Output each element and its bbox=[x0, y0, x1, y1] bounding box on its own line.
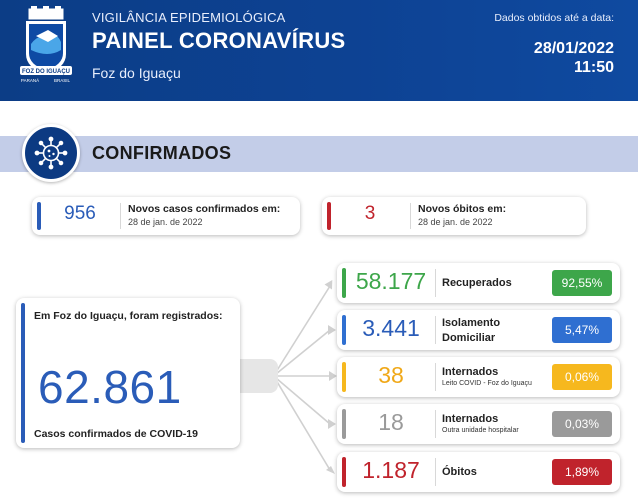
breakdown-percent: 92,55% bbox=[552, 270, 612, 296]
total-cases-card: Em Foz do Iguaçu, foram registrados: 62.… bbox=[16, 298, 240, 448]
breakdown-percent: 5,47% bbox=[552, 317, 612, 343]
data-timestamp: 28/01/2022 11:50 bbox=[534, 39, 614, 77]
divider bbox=[435, 410, 436, 438]
breakdown-percent: 0,06% bbox=[552, 364, 612, 390]
new-deaths-value: 3 bbox=[364, 203, 376, 224]
breakdown-value: 18 bbox=[378, 409, 404, 435]
total-cases-footer: Casos confirmados de COVID-19 bbox=[34, 428, 198, 440]
data-date: 28/01/2022 bbox=[533, 40, 614, 57]
breakdown-percent: 0,03% bbox=[552, 411, 612, 437]
card-accent-bar bbox=[342, 268, 346, 298]
crest-right-text: BRASIL bbox=[54, 78, 71, 83]
breakdown-label: Isolamento bbox=[442, 317, 501, 329]
breakdown-label: Internados bbox=[442, 413, 499, 425]
card-accent-bar bbox=[342, 409, 346, 439]
breakdown-value: 58.177 bbox=[355, 268, 427, 294]
new-deaths-card: 3 Novos óbitos em: 28 de jan. de 2022 bbox=[322, 197, 586, 235]
divider bbox=[435, 458, 436, 486]
breakdown-label: Internados bbox=[442, 366, 499, 378]
virus-icon bbox=[34, 136, 68, 170]
crest-text: FOZ DO IGUAÇU bbox=[22, 69, 70, 75]
data-time: 11:50 bbox=[573, 59, 614, 76]
divider bbox=[410, 203, 411, 229]
header: FOZ DO IGUAÇU PARANÁ BRASIL VIGILÂNCIA E… bbox=[0, 0, 638, 101]
divider bbox=[120, 203, 121, 229]
connector-line bbox=[275, 379, 331, 471]
page-title: PAINEL CORONAVÍRUS bbox=[92, 28, 346, 53]
connector-line bbox=[275, 285, 331, 373]
section-title: CONFIRMADOS bbox=[92, 143, 232, 163]
breakdown-percent: 1,89% bbox=[552, 459, 612, 485]
data-date-note: Dados obtidos até a data: bbox=[494, 12, 614, 24]
card-accent-bar bbox=[342, 457, 346, 487]
card-connector-tab bbox=[238, 359, 278, 393]
breakdown-label-line2: Domiciliar bbox=[442, 332, 496, 344]
breakdown-sublabel: Leito COVID - Foz do Iguaçu bbox=[442, 380, 532, 387]
card-accent-bar bbox=[21, 303, 25, 443]
breakdown-label: Óbitos bbox=[442, 466, 477, 478]
section-icon-badge bbox=[22, 124, 80, 182]
crest-left-text: PARANÁ bbox=[21, 77, 39, 83]
breakdown-label: Recuperados bbox=[442, 277, 512, 289]
header-city: Foz do Iguaçu bbox=[92, 65, 181, 81]
breakdown-value: 3.441 bbox=[362, 315, 420, 341]
new-cases-label: Novos casos confirmados em: bbox=[128, 203, 281, 215]
breakdown-card-hospitalized-other: 18 Internados Outra unidade hospitalar 0… bbox=[337, 404, 620, 444]
total-cases-label: Em Foz do Iguaçu, foram registrados: bbox=[34, 310, 223, 322]
card-accent-bar bbox=[342, 362, 346, 392]
city-crest-icon: FOZ DO IGUAÇU PARANÁ BRASIL bbox=[20, 6, 72, 83]
header-subtitle: VIGILÂNCIA EPIDEMIOLÓGICA bbox=[92, 10, 286, 25]
total-cases-value: 62.861 bbox=[38, 361, 182, 413]
breakdown-card-hospitalized-local: 38 Internados Leito COVID - Foz do Iguaç… bbox=[337, 357, 620, 397]
connector-line bbox=[275, 329, 331, 375]
breakdown-card-home-isolation: 3.441 Isolamento Domiciliar 5,47% bbox=[337, 310, 620, 350]
breakdown-card-deaths: 1.187 Óbitos 1,89% bbox=[337, 452, 620, 492]
connector-line bbox=[275, 377, 331, 425]
divider bbox=[435, 269, 436, 297]
breakdown-value: 1.187 bbox=[362, 457, 420, 483]
breakdown-sublabel: Outra unidade hospitalar bbox=[442, 427, 519, 434]
card-accent-bar bbox=[37, 202, 41, 230]
card-accent-bar bbox=[327, 202, 331, 230]
card-accent-bar bbox=[342, 315, 346, 345]
divider bbox=[435, 363, 436, 391]
new-cases-value: 956 bbox=[64, 203, 96, 224]
new-deaths-date: 28 de jan. de 2022 bbox=[418, 217, 493, 227]
breakdown-card-recovered: 58.177 Recuperados 92,55% bbox=[337, 263, 620, 303]
section-band bbox=[0, 136, 638, 172]
new-cases-card: 956 Novos casos confirmados em: 28 de ja… bbox=[32, 197, 300, 235]
new-deaths-label: Novos óbitos em: bbox=[418, 203, 507, 215]
breakdown-value: 38 bbox=[378, 362, 404, 388]
divider bbox=[435, 316, 436, 344]
new-cases-date: 28 de jan. de 2022 bbox=[128, 217, 203, 227]
